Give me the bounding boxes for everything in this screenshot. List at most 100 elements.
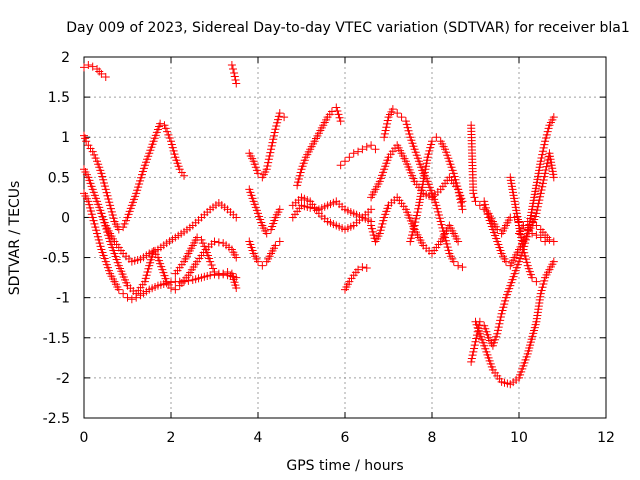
data-point bbox=[336, 161, 345, 170]
data-point bbox=[380, 129, 389, 138]
data-point bbox=[123, 293, 132, 302]
data-point bbox=[144, 264, 153, 273]
data-point bbox=[271, 125, 280, 134]
data-point bbox=[114, 225, 123, 234]
data-point bbox=[541, 137, 550, 146]
y-tick-label: 0 bbox=[61, 210, 70, 226]
data-point bbox=[354, 265, 363, 274]
data-point bbox=[494, 323, 503, 332]
data-point bbox=[275, 109, 284, 118]
data-point bbox=[210, 267, 219, 276]
data-point bbox=[540, 276, 549, 285]
y-axis-label: SDTVAR / TECUs bbox=[7, 181, 23, 296]
data-point bbox=[539, 176, 548, 185]
data-point bbox=[457, 202, 466, 211]
data-point bbox=[450, 172, 459, 181]
data-point bbox=[449, 169, 458, 178]
data-point bbox=[98, 172, 107, 181]
data-point bbox=[376, 226, 385, 235]
y-axis-ticks: 2 1.5 1 0.5 0 -0.5 -1 -1.5 -2 -2.5 bbox=[43, 50, 606, 427]
data-point bbox=[541, 169, 550, 178]
data-point bbox=[170, 150, 179, 159]
data-point bbox=[425, 146, 434, 155]
x-tick-label: 0 bbox=[80, 430, 89, 446]
x-tick-label: 2 bbox=[167, 430, 176, 446]
data-point bbox=[334, 110, 343, 119]
data-point bbox=[335, 113, 344, 122]
data-point bbox=[532, 277, 541, 286]
data-point bbox=[469, 347, 478, 356]
data-point bbox=[452, 178, 461, 187]
series-s1 bbox=[80, 61, 110, 82]
data-point bbox=[501, 257, 510, 266]
data-points bbox=[80, 61, 558, 389]
data-point bbox=[522, 232, 531, 241]
data-point bbox=[539, 143, 548, 152]
data-point bbox=[167, 137, 175, 146]
data-point bbox=[219, 269, 228, 278]
data-point bbox=[210, 237, 219, 246]
data-point bbox=[108, 211, 117, 220]
data-point bbox=[412, 211, 421, 220]
data-point bbox=[103, 191, 112, 200]
data-point bbox=[263, 161, 272, 170]
data-point bbox=[97, 69, 106, 78]
data-point bbox=[388, 105, 397, 114]
series-s13 bbox=[288, 193, 376, 234]
data-point bbox=[88, 213, 97, 222]
data-point bbox=[92, 226, 101, 235]
data-point bbox=[493, 326, 502, 335]
data-point bbox=[269, 135, 278, 144]
data-point bbox=[156, 119, 165, 128]
data-point bbox=[84, 61, 93, 70]
data-point bbox=[434, 207, 443, 216]
data-point bbox=[80, 63, 88, 72]
data-point bbox=[93, 229, 102, 238]
data-point bbox=[193, 233, 202, 242]
data-point bbox=[358, 263, 367, 272]
data-point bbox=[254, 257, 262, 266]
data-point bbox=[106, 201, 115, 210]
data-point bbox=[228, 65, 237, 74]
data-point bbox=[455, 192, 464, 201]
data-point bbox=[542, 162, 551, 171]
y-tick-label: -0.5 bbox=[43, 251, 70, 267]
data-point bbox=[481, 200, 490, 209]
data-point bbox=[436, 217, 445, 226]
data-point bbox=[341, 157, 349, 166]
data-point bbox=[427, 140, 436, 149]
data-point bbox=[90, 219, 99, 228]
data-point bbox=[349, 149, 358, 158]
data-point bbox=[501, 296, 510, 305]
y-tick-label: -1.5 bbox=[43, 331, 70, 347]
data-point bbox=[545, 235, 554, 244]
data-point bbox=[271, 241, 280, 250]
data-point bbox=[165, 134, 174, 143]
data-point bbox=[412, 214, 421, 223]
data-point bbox=[91, 223, 100, 232]
data-point bbox=[232, 253, 241, 262]
data-point bbox=[164, 130, 173, 139]
series-s8 bbox=[245, 109, 289, 182]
data-point bbox=[94, 235, 103, 244]
data-point bbox=[197, 235, 206, 244]
y-tick-label: 0.5 bbox=[48, 170, 70, 186]
data-point bbox=[411, 218, 420, 227]
data-point bbox=[472, 334, 481, 343]
data-point bbox=[497, 309, 506, 318]
data-point bbox=[274, 115, 283, 124]
data-point bbox=[169, 146, 178, 155]
data-point bbox=[537, 186, 546, 195]
data-point bbox=[480, 197, 489, 206]
data-point bbox=[119, 289, 128, 298]
data-point bbox=[402, 120, 411, 129]
data-point bbox=[469, 189, 478, 198]
data-point bbox=[97, 169, 106, 178]
data-point bbox=[456, 195, 465, 204]
data-point bbox=[358, 145, 367, 154]
data-point bbox=[449, 257, 458, 266]
data-point bbox=[453, 182, 462, 191]
data-point bbox=[499, 303, 508, 312]
data-point bbox=[168, 143, 177, 152]
